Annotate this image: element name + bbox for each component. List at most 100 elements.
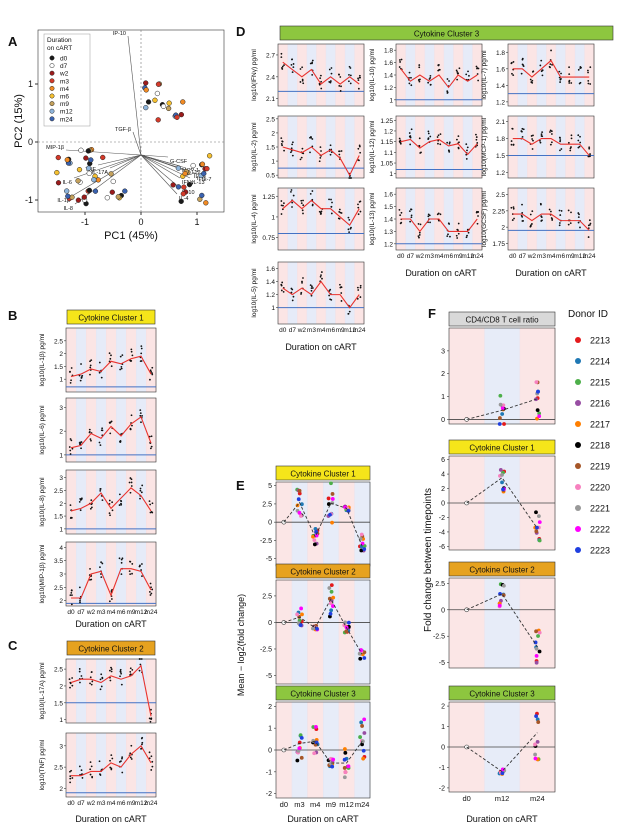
sample-point [98,441,101,444]
sample-point [119,675,121,678]
y-tick-label: 2.5 [262,593,272,600]
sample-point [458,67,461,70]
mean-line [466,398,538,420]
sample-point [131,424,133,427]
series-panel: 1 1.5 2 2.5 3 log10(IL-8) pg/ml [39,469,157,535]
x-tick-label: d7 [407,253,415,260]
sample-point [69,453,72,455]
sample-point [328,294,331,297]
donor-point [295,612,300,617]
donor-point [362,547,367,552]
donor-point [329,481,333,486]
x-tick-label: w2 [415,253,425,260]
pca-sample-point [143,80,149,86]
x-tick-label: m4 [316,327,325,334]
y-tick-label: 1 [268,726,272,733]
sample-point [280,200,283,202]
pca-sample-point [76,166,83,173]
median-line [70,487,152,512]
time-band [443,188,454,250]
y-tick-label: 1.5 [54,700,63,707]
sample-point [301,281,303,284]
sample-point [559,81,561,83]
sample-point [89,768,92,771]
sample-point [301,209,304,212]
sample-point [548,208,551,211]
time-band [527,188,538,250]
median-line [512,137,590,156]
time-band [449,328,485,424]
sample-point [149,720,152,723]
sample-point [100,685,103,688]
y-tick-label: 0 [268,620,272,627]
cluster-header [448,561,556,577]
sample-point [89,438,92,441]
donor-point [360,724,364,728]
y-tick-label: 0.75 [262,235,275,242]
sample-point [568,73,571,76]
sample-point [139,412,142,415]
pca-sample-point [115,194,121,200]
donor-legend-label: 2214 [590,357,610,367]
pca-sample-point [110,178,116,185]
sample-point [347,80,350,83]
sample-point [128,570,131,572]
sample-point [550,49,552,52]
sample-point [149,582,152,585]
sample-point [99,489,102,492]
loading-arrow [140,154,181,179]
time-band [434,116,445,178]
pca-legend-label: d7 [60,63,68,70]
time-band [316,188,327,250]
sample-point [358,159,360,162]
sample-point [540,220,543,222]
y-tick-label: -2.5 [260,646,272,653]
sample-point [320,271,323,273]
series-panel: 1 1.05 1.1 1.15 1.2 1.25 log10(IL-12) pg/ml [369,115,483,179]
sample-point [318,160,321,163]
sample-point [89,773,92,776]
donor-point [535,416,539,421]
pca-sample-point [85,148,91,154]
sample-point [438,68,441,71]
sample-point [587,227,590,229]
time-band [323,580,340,684]
sample-point [522,128,525,131]
donor-point [331,595,336,600]
donor-point [500,412,505,416]
sample-point [569,147,572,150]
sample-point [141,741,144,744]
sample-point [529,224,532,227]
sample-point [532,134,534,137]
donor-point [534,380,539,385]
sample-point [281,144,283,147]
sample-point [418,137,421,140]
sample-point [577,212,580,214]
sample-point [130,478,133,481]
pca-sample-point [109,189,115,195]
sample-point [427,138,430,140]
sample-point [101,499,104,502]
time-band [116,733,127,797]
sample-point [409,220,412,223]
sample-point [570,134,573,137]
pca-sample-point [64,157,70,163]
donor-point [498,467,503,472]
x-tick-label: m6 [116,609,125,616]
donor-point [329,589,334,594]
sample-point [89,761,92,764]
panel-frame [448,327,556,425]
sample-point [429,135,432,138]
sample-point [119,668,122,671]
sample-point [130,485,133,487]
sample-point [151,765,154,768]
x-tick-label: m9 [326,800,336,809]
sample-point [129,752,132,755]
donor-point [534,660,539,665]
sample-point [141,563,143,565]
sample-point [280,204,283,207]
sample-point [89,507,92,510]
sample-point [579,67,582,70]
sample-point [560,72,562,75]
sample-point [283,64,285,66]
